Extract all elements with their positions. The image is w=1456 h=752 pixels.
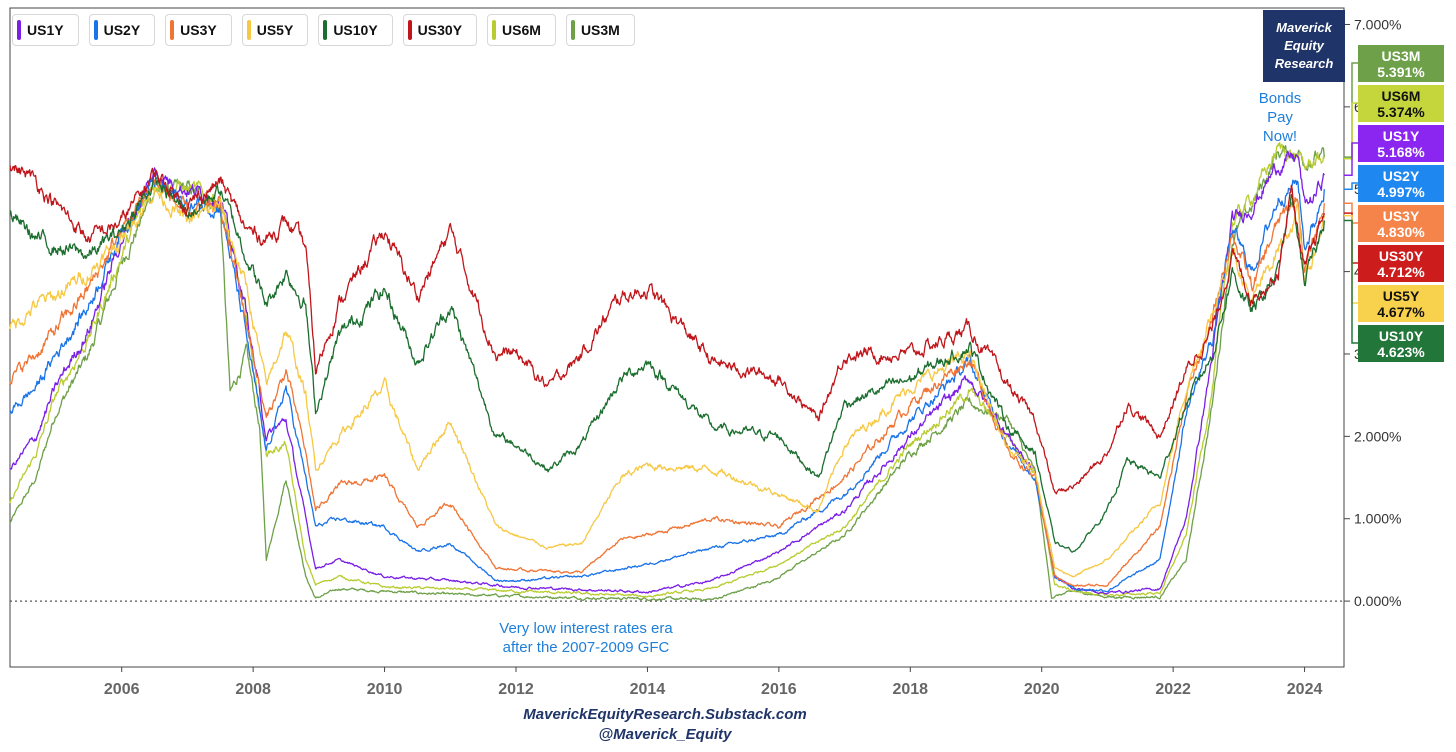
legend: US1Y US2Y US3Y US5Y US10Y US30Y US6M US3M [12, 14, 635, 46]
series-line-us10y [9, 171, 1325, 553]
legend-item-us5y[interactable]: US5Y [241, 14, 309, 46]
bonds-pay-annotation: Bonds Pay Now! [1244, 89, 1316, 146]
value-tag-name: US30Y [1378, 247, 1424, 264]
x-tick-label: 2014 [630, 681, 666, 698]
legend-swatch [570, 20, 575, 40]
value-tag-value: 5.374% [1377, 103, 1425, 120]
value-tag-name: US1Y [1382, 127, 1420, 144]
value-connector [1344, 142, 1358, 176]
legend-label: US30Y [417, 22, 463, 38]
legend-item-us10y[interactable]: US10Y [318, 14, 393, 46]
plot-frame [9, 7, 1345, 668]
low-rates-line-2: after the 2007-2009 GFC [502, 639, 670, 656]
legend-item-us2y[interactable]: US2Y [88, 14, 156, 46]
x-tick-label: 2010 [367, 681, 403, 698]
y-tick-label: 0.000% [1354, 593, 1401, 609]
value-connector [1344, 102, 1358, 160]
legend-item-us30y[interactable]: US30Y [402, 14, 478, 46]
x-tick-label: 2024 [1287, 681, 1323, 698]
legend-swatch [17, 20, 21, 40]
low-rates-annotation: Very low interest rates era after the 20… [466, 619, 706, 657]
y-tick-label: 2.000% [1354, 428, 1401, 444]
legend-swatch [323, 20, 328, 40]
legend-swatch [170, 20, 175, 40]
value-tag-value: 4.623% [1377, 343, 1425, 360]
legend-label: US2Y [103, 22, 141, 38]
value-tag-value: 4.997% [1377, 183, 1425, 200]
legend-item-us1y[interactable]: US1Y [12, 14, 79, 46]
legend-swatch [93, 20, 98, 40]
x-tick-label: 2012 [498, 681, 534, 698]
badge-line-2: Equity [1284, 38, 1324, 53]
value-tag-us1y: US1Y 5.168% [1358, 125, 1444, 162]
value-tag-value: 5.168% [1377, 143, 1425, 160]
legend-label: US10Y [333, 22, 378, 38]
badge-line-3: Research [1274, 56, 1334, 71]
legend-label: US3M [580, 22, 620, 38]
legend-label: US6M [502, 22, 541, 38]
x-axis: 2006 2008 2010 2012 2014 2016 2018 2020 2022 2024 [104, 667, 1323, 698]
brand-badge: Maverick Equity Research [1263, 10, 1345, 82]
legend-item-us6m[interactable]: US6M [487, 14, 556, 46]
value-tag-us3y: US3Y 4.830% [1358, 205, 1444, 242]
value-tag-name: US3M [1381, 47, 1421, 64]
x-tick-label: 2022 [1155, 681, 1191, 698]
series-line-us2y [9, 176, 1325, 593]
x-tick-label: 2020 [1024, 681, 1060, 698]
value-tag-name: US3Y [1382, 207, 1420, 224]
footer-handle: @Maverick_Equity [598, 726, 732, 743]
legend-label: US5Y [256, 22, 294, 38]
series-line-us3m [9, 145, 1325, 602]
value-tag-name: US10Y [1378, 327, 1424, 344]
y-tick-label: 1.000% [1354, 511, 1401, 527]
badge-line-1: Maverick [1276, 20, 1332, 35]
value-tag-us3m: US3M 5.391% [1358, 45, 1444, 82]
value-tag-value: 4.830% [1377, 223, 1425, 240]
low-rates-line-1: Very low interest rates era [499, 620, 673, 637]
value-connectors [1344, 62, 1358, 344]
series-layer [9, 141, 1325, 602]
legend-swatch [492, 20, 497, 40]
legend-item-us3m[interactable]: US3M [565, 14, 635, 46]
value-tag-us2y: US2Y 4.997% [1358, 165, 1444, 202]
bonds-pay-line-3: Now! [1262, 128, 1298, 145]
value-tag-us30y: US30Y 4.712% [1358, 245, 1444, 282]
x-tick-label: 2008 [235, 681, 271, 698]
value-tag-value: 4.677% [1377, 303, 1425, 320]
x-tick-label: 2016 [761, 681, 797, 698]
value-tag-us5y: US5Y 4.677% [1358, 285, 1444, 322]
value-connector [1344, 214, 1358, 304]
legend-swatch [246, 20, 251, 40]
value-tag-value: 4.712% [1377, 263, 1425, 280]
series-line-us5y [9, 187, 1325, 578]
legend-label: US1Y [27, 22, 64, 38]
value-tag-name: US2Y [1382, 167, 1420, 184]
bonds-pay-line-1: Bonds [1258, 90, 1302, 107]
value-tag-us10y: US10Y 4.623% [1358, 325, 1444, 362]
y-tick-label: 7.000% [1354, 16, 1401, 32]
bonds-pay-line-2: Pay [1267, 109, 1293, 126]
value-connector [1344, 219, 1358, 344]
value-connector [1344, 182, 1358, 190]
value-tag-us6m: US6M 5.374% [1358, 85, 1444, 122]
legend-item-us3y[interactable]: US3Y [165, 14, 232, 46]
value-tag-name: US6M [1381, 87, 1421, 104]
value-tag-name: US5Y [1382, 287, 1420, 304]
x-tick-label: 2006 [104, 681, 140, 698]
legend-label: US3Y [180, 22, 217, 38]
series-line-us1y [9, 150, 1325, 595]
x-tick-label: 2018 [892, 681, 928, 698]
value-tag-value: 5.391% [1377, 63, 1425, 80]
legend-swatch [407, 20, 412, 40]
series-line-us30y [9, 164, 1325, 495]
series-line-us3y [9, 179, 1325, 588]
footer-url: MaverickEquityResearch.Substack.com [523, 706, 807, 723]
